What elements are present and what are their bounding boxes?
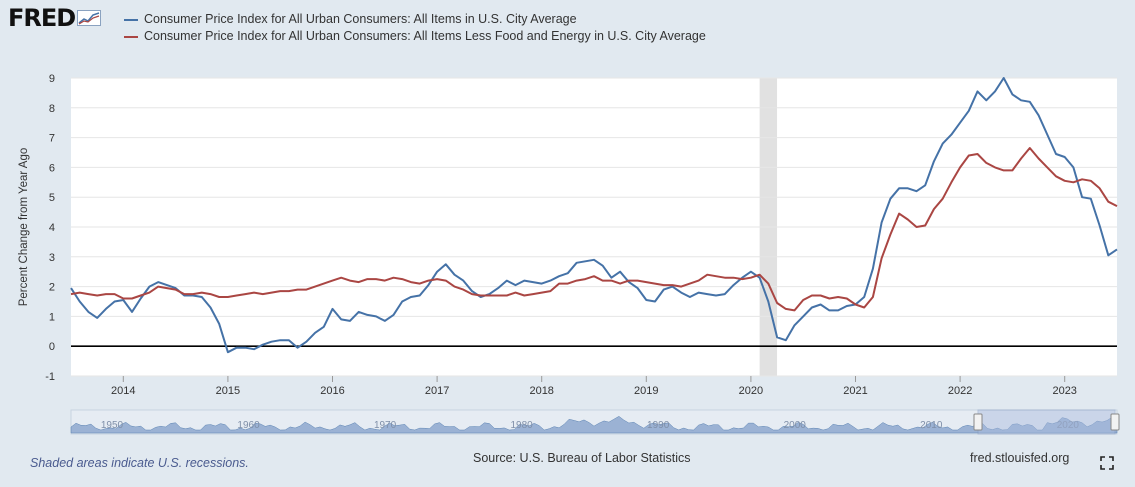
navigator-label: 2010	[920, 420, 943, 431]
x-tick-label: 2018	[529, 385, 553, 397]
legend-label-series-1: Consumer Price Index for All Urban Consu…	[144, 12, 577, 26]
x-tick-label: 2016	[320, 385, 344, 397]
y-axis-label: Percent Change from Year Ago	[18, 148, 30, 307]
y-tick-label: 5	[49, 192, 55, 204]
y-tick-label: 2	[49, 282, 55, 294]
x-tick-label: 2022	[948, 385, 972, 397]
legend-label-series-2: Consumer Price Index for All Urban Consu…	[144, 29, 706, 43]
navigator-area	[70, 416, 1118, 434]
y-tick-label: 4	[49, 222, 55, 234]
recession-note: Shaded areas indicate U.S. recessions.	[30, 456, 249, 470]
y-tick-label: 9	[49, 73, 55, 85]
navigator-label: 2020	[1057, 420, 1080, 431]
y-tick-label: 8	[49, 103, 55, 115]
legend-swatch-series-2	[124, 35, 138, 38]
series-line-2[interactable]	[70, 147, 1118, 312]
navigator-handle-left[interactable]	[973, 413, 983, 431]
chart: -1 0 1 2 3 4 5 6 7 8 9 2014 2015 2016 2017 2018 2019 202…	[18, 73, 1120, 435]
navigator-label: 1980	[511, 420, 534, 431]
chart-logo-icon	[77, 10, 102, 26]
site-url[interactable]: fred.stlouisfed.org	[970, 451, 1070, 465]
y-axis-ticks: -1 0 1 2 3 4 5 6 7 8 9	[45, 73, 55, 383]
series-line-1[interactable]	[70, 77, 1118, 354]
legend-swatch-series-1	[124, 18, 138, 21]
chart-legend: Consumer Price Index for All Urban Consu…	[124, 11, 706, 45]
x-tick-label: 2015	[216, 385, 240, 397]
navigator-label: 1970	[374, 420, 397, 431]
navigator-handle-right[interactable]	[1110, 413, 1120, 431]
x-tick-label: 2019	[634, 385, 658, 397]
series-lines	[70, 77, 1118, 354]
navigator-label: 1960	[237, 420, 260, 431]
x-tick-label: 2017	[425, 385, 449, 397]
x-tick-label: 2021	[843, 385, 867, 397]
x-tick-label: 2020	[739, 385, 763, 397]
y-tick-label: -1	[45, 371, 55, 383]
x-tick-label: 2023	[1052, 385, 1076, 397]
logo-text: FRED	[8, 4, 76, 32]
y-tick-label: 3	[49, 252, 55, 264]
navigator-selection[interactable]	[977, 409, 1116, 435]
y-tick-label: 1	[49, 311, 55, 323]
source-text: Source: U.S. Bureau of Labor Statistics	[473, 451, 691, 465]
y-tick-label: 0	[49, 341, 55, 353]
fred-logo[interactable]: FRED	[8, 4, 102, 32]
y-tick-label: 7	[49, 133, 55, 145]
navigator[interactable]: 1950 1960 1970 1980 1990 2000 2010 2020	[70, 409, 1120, 435]
fullscreen-icon[interactable]	[1100, 456, 1114, 470]
x-tick-label: 2014	[111, 385, 135, 397]
x-axis-ticks: 2014 2015 2016 2017 2018 2019 2020 2021 2022 2023	[111, 376, 1077, 397]
grid-lines	[71, 77, 1117, 377]
navigator-label: 1950	[101, 420, 124, 431]
navigator-label: 2000	[784, 420, 807, 431]
legend-item-series-1[interactable]: Consumer Price Index for All Urban Consu…	[124, 11, 706, 28]
navigator-label: 1990	[647, 420, 670, 431]
navigator-labels: 1950 1960 1970 1980 1990 2000 2010 2020	[101, 420, 1080, 431]
legend-item-series-2[interactable]: Consumer Price Index for All Urban Consu…	[124, 28, 706, 45]
y-tick-label: 6	[49, 162, 55, 174]
